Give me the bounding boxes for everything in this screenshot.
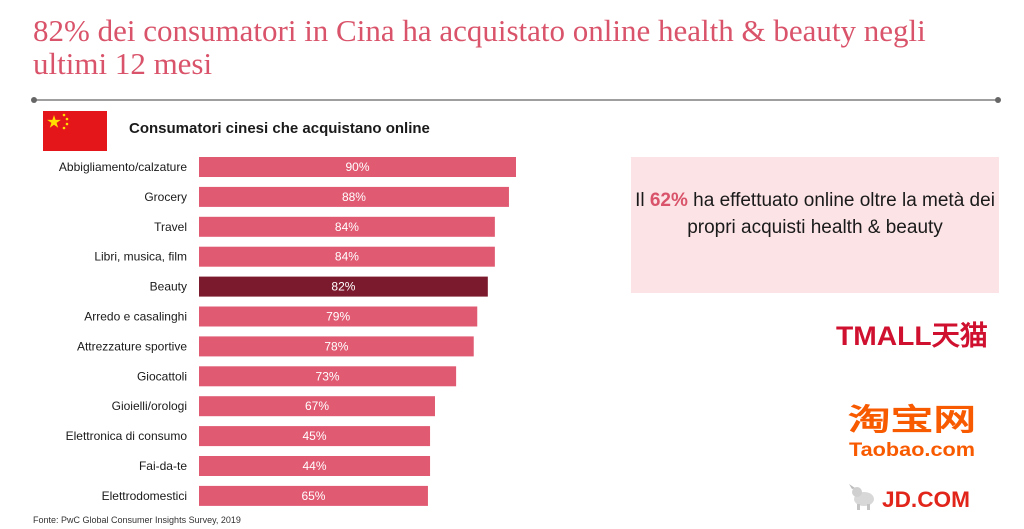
bar xyxy=(199,336,474,357)
bar-value-label: 90% xyxy=(345,160,369,174)
category-label: Elettrodomestici xyxy=(102,489,187,503)
category-label: Beauty xyxy=(150,280,187,294)
bar xyxy=(199,216,495,237)
taobao-logo-cn: 淘宝网 xyxy=(848,403,976,438)
bar xyxy=(199,366,457,387)
bar-chart: Abbigliamento/calzature 90% Grocery 88% Trav… xyxy=(59,157,516,506)
bar-value-label: 79% xyxy=(326,310,350,324)
category-label: Attrezzature sportive xyxy=(77,339,187,353)
category-label: Arredo e casalinghi xyxy=(84,310,187,324)
title-divider xyxy=(31,97,1001,103)
taobao-logo: 淘宝网 Taobao.com xyxy=(848,403,976,461)
bar-value-label: 44% xyxy=(303,459,327,473)
callout-highlight: 62% xyxy=(649,190,688,211)
source-note: Fonte: PwC Global Consumer Insights Surv… xyxy=(33,515,241,525)
category-label: Grocery xyxy=(144,190,187,204)
category-label: Elettronica di consumo xyxy=(66,429,188,443)
callout-box: Il 62% ha effettuato online oltre la met… xyxy=(631,157,999,293)
bar-value-label: 82% xyxy=(331,280,355,294)
category-label: Fai-da-te xyxy=(139,459,187,473)
bar-value-label: 88% xyxy=(342,190,366,204)
china-flag-icon xyxy=(43,111,107,151)
callout-text-before: Il xyxy=(635,190,650,211)
slide-title: 82% dei consumatori in Cina ha acquistat… xyxy=(33,13,926,81)
jd-logo-text: JD.COM xyxy=(882,487,970,512)
bar-value-label: 84% xyxy=(335,250,359,264)
bar-value-label: 78% xyxy=(324,339,348,353)
bar-value-label: 67% xyxy=(305,399,329,413)
bar xyxy=(199,396,435,417)
callout-text-after: ha effettuato online oltre la metà dei p… xyxy=(687,190,995,238)
tmall-logo-text: TMALL天猫 xyxy=(836,321,988,351)
bar-value-label: 45% xyxy=(303,429,327,443)
bar xyxy=(199,426,431,447)
category-label: Gioielli/orologi xyxy=(112,399,187,413)
bar xyxy=(199,485,428,506)
bar xyxy=(199,456,431,476)
category-label: Giocattoli xyxy=(137,369,187,383)
bar xyxy=(199,157,516,177)
bar-value-label: 65% xyxy=(301,489,325,503)
bar xyxy=(199,306,478,327)
bar-value-label: 84% xyxy=(335,220,359,234)
bar xyxy=(199,276,488,297)
bar xyxy=(199,246,495,267)
jd-dog-icon xyxy=(849,484,874,510)
bar-value-label: 73% xyxy=(316,369,340,383)
bar xyxy=(199,186,509,207)
taobao-logo-en: Taobao.com xyxy=(849,440,975,461)
jd-logo: JD.COM xyxy=(849,484,970,512)
chart-title: Consumatori cinesi che acquistano online xyxy=(129,120,430,137)
category-label: Libri, musica, film xyxy=(94,250,187,264)
category-label: Abbigliamento/calzature xyxy=(59,160,187,174)
tmall-logo: TMALL天猫 xyxy=(836,321,988,351)
category-label: Travel xyxy=(154,220,187,234)
